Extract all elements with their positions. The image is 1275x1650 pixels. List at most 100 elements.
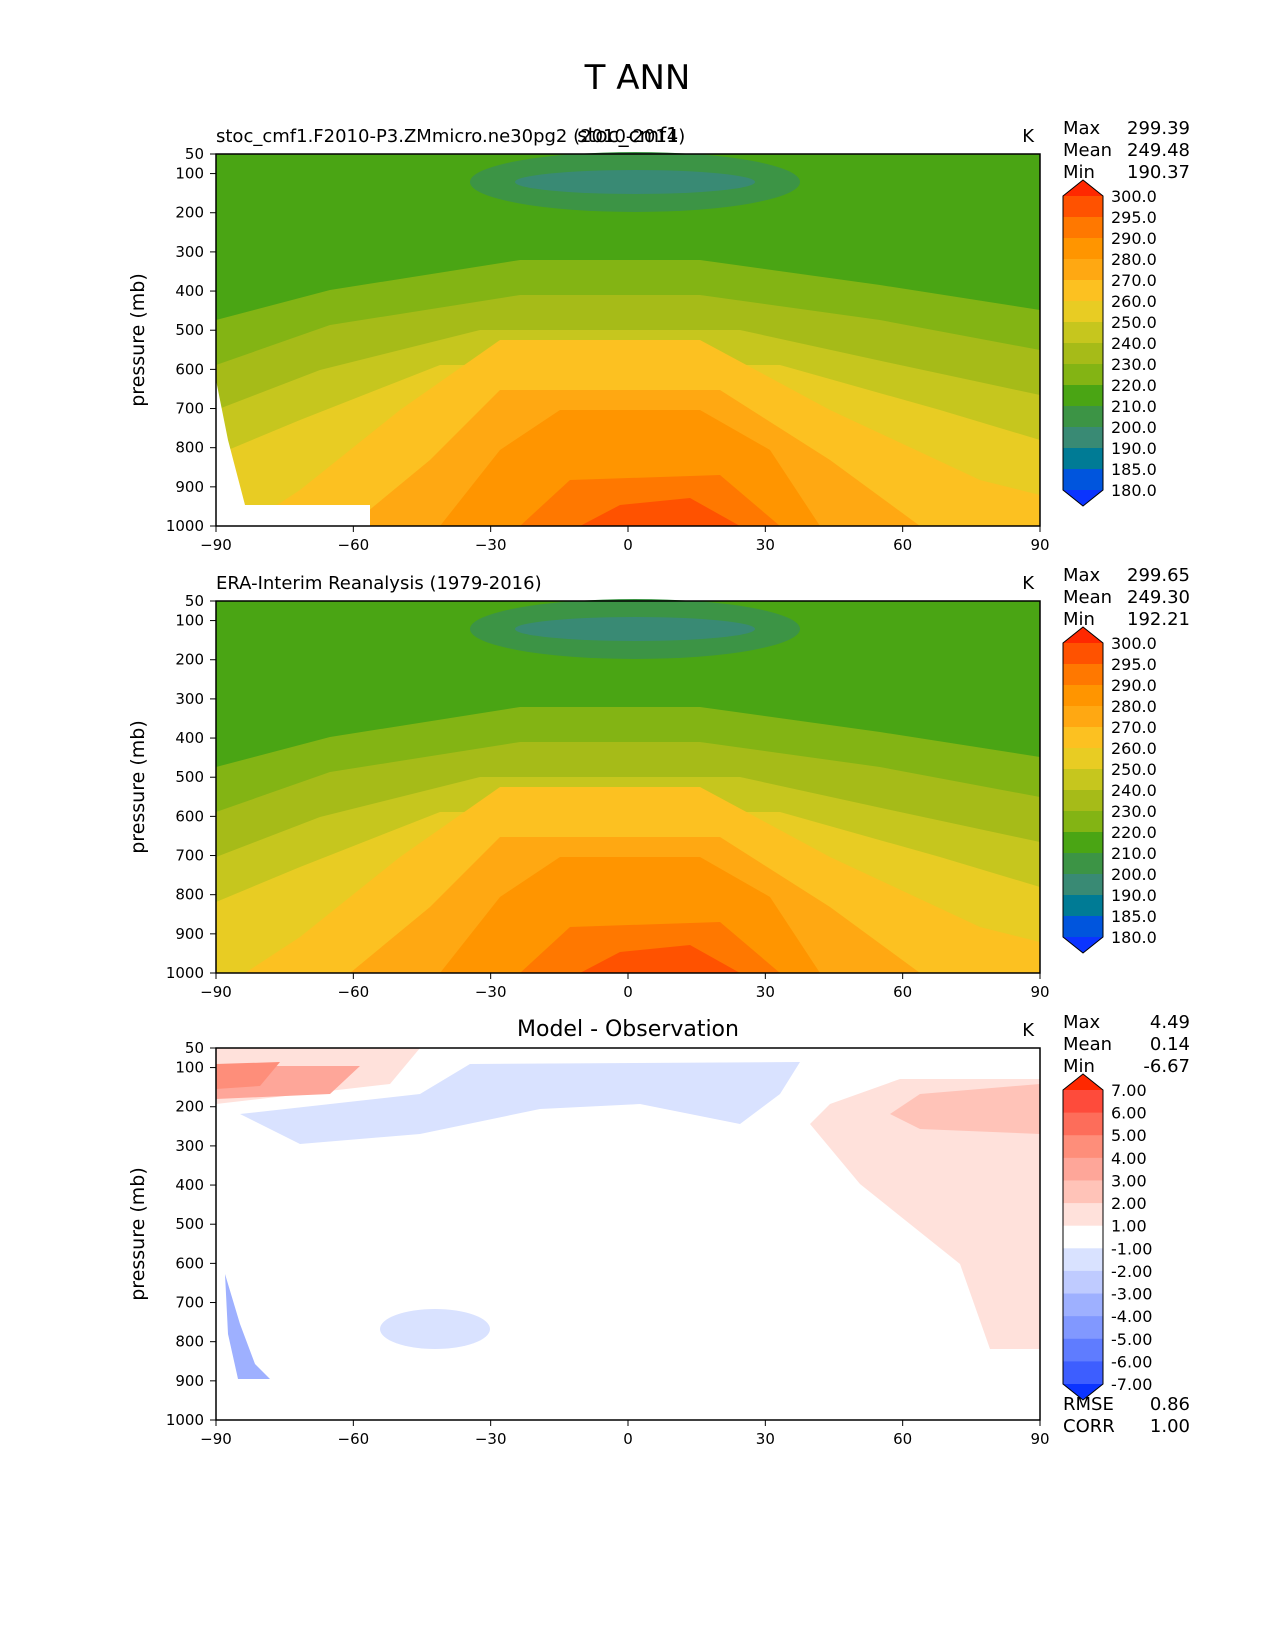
colorbar-segment: [1063, 322, 1103, 344]
plot-area: [216, 152, 1040, 526]
stat-value: 249.48: [1127, 140, 1190, 161]
colorbar-level-label: -4.00: [1111, 1307, 1152, 1326]
stat-label: Max: [1063, 118, 1101, 139]
x-tick-label: 30: [756, 536, 775, 554]
colorbar-segment: [1063, 853, 1103, 875]
colorbar-segment: [1063, 811, 1103, 833]
difference-plot: −90 −60 −30 0 30 60 90 50 100 200 300 400 500 600 700 8…: [127, 1012, 1190, 1448]
colorbar-level-label: 300.0: [1111, 187, 1157, 206]
stat-value: 249.30: [1127, 587, 1190, 608]
colorbar-segment: [1063, 1293, 1103, 1317]
colorbar-level-label: 210.0: [1111, 397, 1157, 416]
colorbar: 300.0 295.0 290.0 280.0 270.0 260.0 250.0 240.0…: [1062, 626, 1157, 954]
colorbar-segment: [1063, 385, 1103, 407]
x-tick-label: −90: [200, 536, 232, 554]
stat-value: 192.21: [1127, 609, 1190, 630]
panel-title-left: ERA-Interim Reanalysis (1979-2016): [216, 573, 542, 594]
cold-pool-inner: [515, 170, 755, 194]
colorbar-level-label: -5.00: [1111, 1330, 1152, 1349]
y-tick-label: 400: [175, 1176, 204, 1194]
stat-value: 4.49: [1150, 1012, 1190, 1033]
colorbar-level-label: 250.0: [1111, 760, 1157, 779]
colorbar-outline: [1062, 626, 1104, 954]
colorbar-level-label: -2.00: [1111, 1262, 1152, 1281]
y-tick-label: 200: [175, 1098, 204, 1116]
colorbar-level-label: 185.0: [1111, 907, 1157, 926]
colorbar-segment: [1063, 196, 1103, 218]
colorbar-segment: [1063, 1157, 1103, 1181]
colorbar-extend-max: [1063, 1074, 1103, 1090]
y-axis-label: pressure (mb): [127, 273, 149, 407]
colorbar-segment: [1063, 1203, 1103, 1227]
y-tick-label: 600: [175, 360, 204, 378]
observation-panel: −90 −60 −30 0 30 60 90 50 100 200 300 400 500 600 700 8…: [0, 557, 1275, 1017]
colorbar-level-label: 2.00: [1111, 1194, 1147, 1213]
warm-bias-nh-core: [890, 1084, 1040, 1134]
stat-label: Mean: [1063, 587, 1112, 608]
x-tick-label: −60: [338, 983, 370, 1001]
cold-pool-inner: [515, 617, 755, 641]
colorbar-segment: [1063, 832, 1103, 854]
band-295: [580, 498, 740, 526]
colorbar-level-label: 300.0: [1111, 634, 1157, 653]
units-label: K: [1022, 1020, 1035, 1041]
colorbar-segment: [1063, 1248, 1103, 1272]
colorbar-extend-min: [1063, 1384, 1103, 1400]
colorbar-level-label: 7.00: [1111, 1081, 1147, 1100]
colorbar-segment: [1063, 1338, 1103, 1362]
colorbar-level-label: -1.00: [1111, 1239, 1152, 1258]
colorbar-level-label: 280.0: [1111, 697, 1157, 716]
y-tick-label: 800: [175, 886, 204, 904]
x-tick-label: 0: [623, 1430, 633, 1448]
colorbar-level-label: 240.0: [1111, 334, 1157, 353]
y-tick-label: 700: [175, 1294, 204, 1312]
x-tick-label: 60: [893, 983, 912, 1001]
y-tick-label: 50: [185, 592, 204, 610]
metric-label: RMSE: [1063, 1394, 1114, 1415]
y-tick-label: 1000: [166, 517, 204, 535]
stat-label: Max: [1063, 1012, 1101, 1033]
model-panel: −90 −60 −30 0 30 60 90 50 100 200 300 400 500 600 700 8…: [0, 110, 1275, 570]
x-tick-label: −30: [475, 536, 507, 554]
colorbar-segment: [1063, 469, 1103, 491]
metric-value: 0.86: [1150, 1394, 1190, 1415]
units-label: K: [1022, 126, 1035, 147]
colorbar-segment: [1063, 706, 1103, 728]
colorbar-level-label: 200.0: [1111, 418, 1157, 437]
colorbar-segment: [1063, 1135, 1103, 1159]
y-tick-label: 100: [175, 165, 204, 183]
colorbar-level-label: 295.0: [1111, 208, 1157, 227]
stat-label: Mean: [1063, 140, 1112, 161]
colorbar-level-label: 260.0: [1111, 739, 1157, 758]
colorbar-segment: [1063, 895, 1103, 917]
y-tick-label: 300: [175, 243, 204, 261]
colorbar-segment: [1063, 685, 1103, 707]
y-tick-label: 200: [175, 651, 204, 669]
metric-label: CORR: [1063, 1416, 1115, 1437]
stat-value: 299.65: [1127, 565, 1190, 586]
y-tick-label: 1000: [166, 1411, 204, 1429]
y-tick-label: 800: [175, 439, 204, 457]
colorbar-level-label: -6.00: [1111, 1352, 1152, 1371]
colorbar-segment: [1063, 217, 1103, 239]
colorbar-segment: [1063, 1112, 1103, 1136]
colorbar-level-label: 6.00: [1111, 1104, 1147, 1123]
x-tick-label: 60: [893, 1430, 912, 1448]
y-tick-label: 900: [175, 925, 204, 943]
colorbar: 300.0 295.0 290.0 280.0 270.0 260.0 250.0 240.0…: [1062, 179, 1157, 507]
colorbar-segment: [1063, 790, 1103, 812]
colorbar-outline: [1062, 179, 1104, 507]
colorbar-level-label: 180.0: [1111, 481, 1157, 500]
y-tick-label: 400: [175, 729, 204, 747]
colorbar-level-label: 190.0: [1111, 886, 1157, 905]
colorbar-level-label: 180.0: [1111, 928, 1157, 947]
x-tick-label: −60: [338, 536, 370, 554]
colorbar-segment: [1063, 406, 1103, 428]
colorbar-segment: [1063, 280, 1103, 302]
y-tick-label: 1000: [166, 964, 204, 982]
colorbar-segment: [1063, 364, 1103, 386]
y-tick-label: 800: [175, 1333, 204, 1351]
y-tick-label: 50: [185, 1039, 204, 1057]
cold-bias-midlevel: [380, 1309, 490, 1349]
colorbar-level-label: 295.0: [1111, 655, 1157, 674]
